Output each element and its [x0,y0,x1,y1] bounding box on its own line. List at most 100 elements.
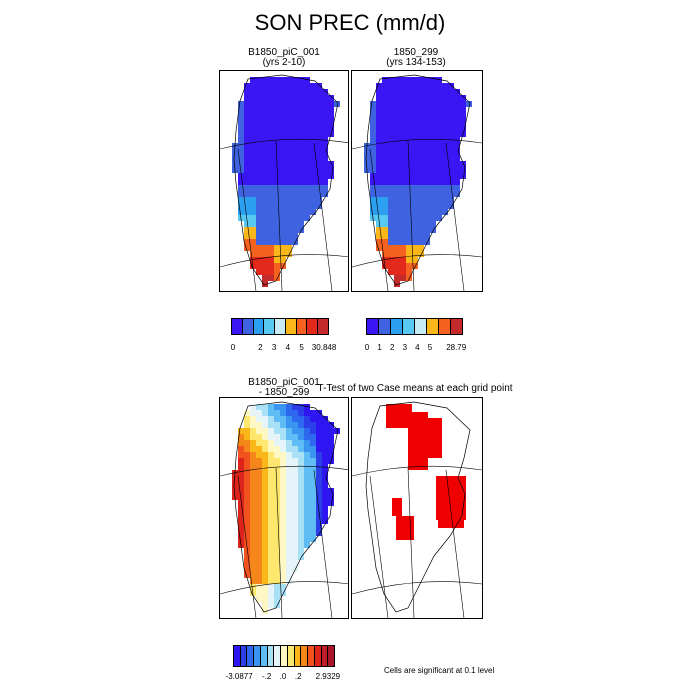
grid-cell [244,89,250,95]
grid-cell [298,470,304,476]
grid-cell [292,500,298,506]
grid-cell [412,245,418,251]
grid-cell [370,137,376,143]
grid-cell [256,203,262,209]
grid-cell [292,548,298,554]
grid-cell [262,434,268,440]
grid-cell [250,470,256,476]
grid-cell [292,494,298,500]
grid-cell [454,167,460,173]
grid-cell [304,95,310,101]
grid-cell [292,440,298,446]
grid-cell [376,83,382,89]
grid-cell [238,113,244,119]
grid-cell [400,89,406,95]
grid-cell [256,488,262,494]
grid-cell [316,131,322,137]
grid-cell [256,446,262,452]
grid-cell [394,209,400,215]
grid-cell [454,131,460,137]
grid-cell [286,161,292,167]
coastline [365,74,471,286]
graticule [352,465,482,618]
grid-cell [304,101,310,107]
grid-cell [322,149,328,155]
grid-cell [262,410,268,416]
colorbar-box [427,319,439,334]
grid-cell [244,518,250,524]
grid-cell [394,119,400,125]
grid-cell [262,197,268,203]
grid-cell [286,494,292,500]
grid-cell [292,77,298,83]
grid-cell [292,119,298,125]
grid-cell [316,101,322,107]
grid-cell [280,263,286,269]
grid-cell [310,470,316,476]
grid-cell [316,143,322,149]
significant-cell [438,518,464,528]
colorbar-3 [233,645,335,667]
grid-cell [406,269,412,275]
grid-cell [388,263,394,269]
grid-cell [268,251,274,257]
grid-cell [442,113,448,119]
map-2-svg [352,74,482,291]
grid-cell [442,203,448,209]
grid-cell [274,257,280,263]
grid-cell [244,143,250,149]
grid-cell [244,125,250,131]
grid-cell [322,500,328,506]
grid-cell [268,119,274,125]
grid-cell [298,440,304,446]
grid-cell [316,191,322,197]
grid-cell [436,125,442,131]
grid-cell [292,560,298,566]
grid-cell [400,215,406,221]
grid-cell [436,101,442,107]
grid-cell [232,476,238,482]
grid-cell [322,101,328,107]
grid-cell [412,125,418,131]
colorbar-box [296,319,308,334]
grid-cell [274,530,280,536]
grid-cell [286,482,292,488]
grid-cell [454,191,460,197]
grid-cell [382,257,388,263]
grid-cell [250,452,256,458]
grid-cell [322,167,328,173]
grid-cell [244,536,250,542]
grid-cell [316,155,322,161]
grid-cell [238,434,244,440]
grid-cell [256,464,262,470]
grid-cell [238,464,244,470]
grid-cell [262,107,268,113]
grid-cell [268,488,274,494]
grid-cell [412,185,418,191]
grid-cell [298,554,304,560]
grid-cell [280,161,286,167]
grid-cell [430,137,436,143]
grid-cell [436,155,442,161]
grid-cell [292,155,298,161]
grid-cell [238,506,244,512]
panel3-title-line1: B1850_piC_001 [248,377,320,388]
map-4-svg [352,401,482,618]
grid-cell [394,239,400,245]
grid-cell [250,197,256,203]
grid-cell [292,89,298,95]
grid-cell [370,107,376,113]
grid-cell [394,89,400,95]
grid-cell [262,554,268,560]
grid-cell [316,197,322,203]
grid-cell [292,458,298,464]
grid-cell [310,173,316,179]
grid-cell [286,233,292,239]
grid-cell [442,89,448,95]
grid-cell [250,494,256,500]
grid-cell [328,494,334,500]
grid-cell [280,524,286,530]
grid-cell [394,125,400,131]
grid-cell [280,530,286,536]
grid-cell [262,572,268,578]
